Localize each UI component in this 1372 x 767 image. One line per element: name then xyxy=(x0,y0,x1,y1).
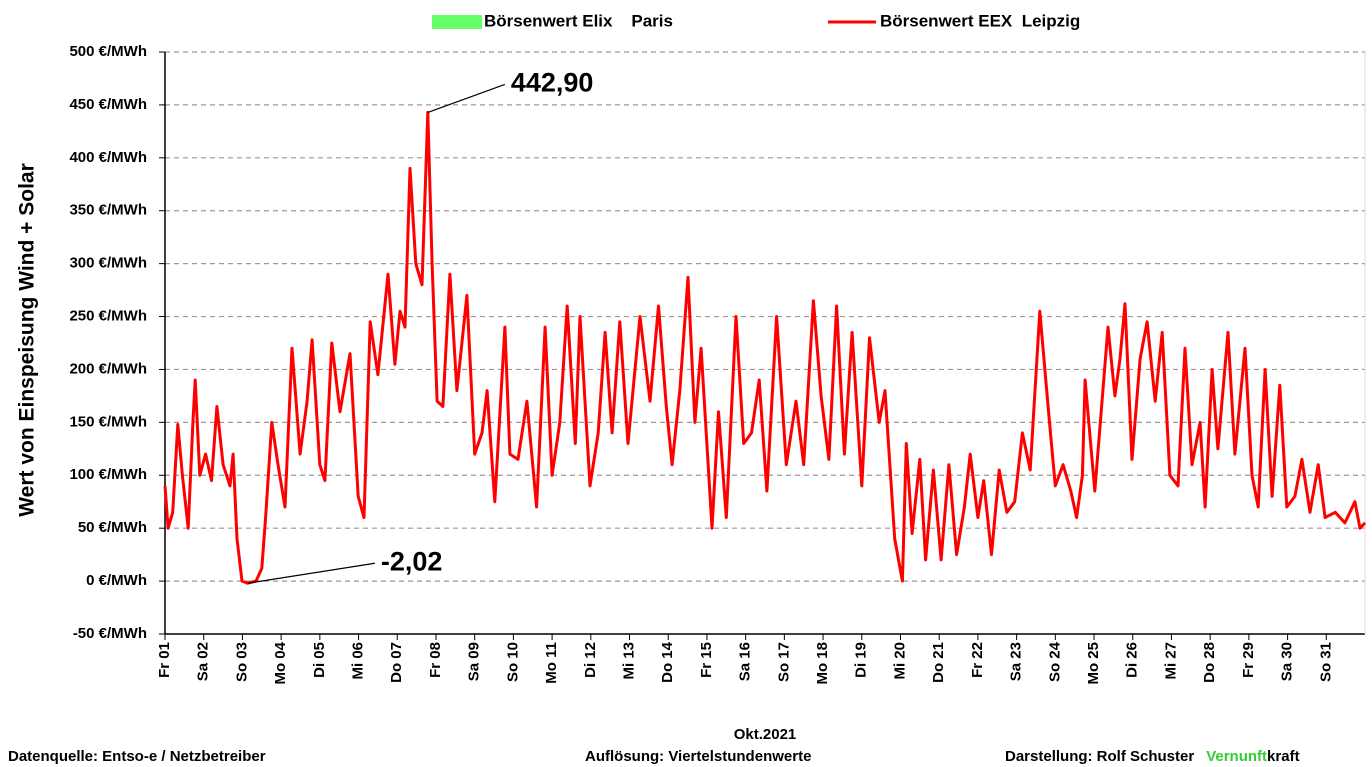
x-tick-label: Mo 18 xyxy=(814,642,831,685)
x-tick-label: Mo 11 xyxy=(543,642,560,684)
x-tick-label: Mi 27 xyxy=(1162,642,1179,680)
x-tick-label: So 17 xyxy=(775,642,792,682)
y-tick-label: 450 €/MWh xyxy=(69,96,147,113)
annotation-label: 442,90 xyxy=(511,68,594,98)
annotation-leader xyxy=(247,562,375,584)
legend-swatch xyxy=(432,15,482,29)
y-tick-label: 300 €/MWh xyxy=(69,255,147,272)
brand-part: kraft xyxy=(1267,748,1300,765)
x-tick-label: Mo 04 xyxy=(272,641,289,684)
x-tick-label: Do 21 xyxy=(930,642,947,683)
y-tick-label: 100 €/MWh xyxy=(69,466,147,483)
x-tick-label: Fr 15 xyxy=(698,642,715,678)
footer-source: Datenquelle: Entso-e / Netzbetreiber xyxy=(8,748,266,765)
footer-author: Darstellung: Rolf Schuster Vernunftkraft xyxy=(1005,748,1300,765)
y-tick-label: 400 €/MWh xyxy=(69,149,147,166)
x-tick-label: Sa 23 xyxy=(1008,642,1025,681)
y-axis-title: Wert von Einspeisung Wind + Solar xyxy=(16,163,39,517)
x-axis-title: Okt.2021 xyxy=(734,726,797,743)
y-tick-label: 0 €/MWh xyxy=(86,572,147,589)
x-tick-label: Mi 06 xyxy=(350,642,367,680)
annotation-label: -2,02 xyxy=(381,546,443,576)
author: Darstellung: Rolf Schuster xyxy=(1005,748,1194,765)
y-tick-label: 150 €/MWh xyxy=(69,413,147,430)
brand-part: Vernunft xyxy=(1206,748,1267,765)
x-tick-label: Sa 02 xyxy=(195,642,212,681)
x-tick-label: Fr 22 xyxy=(969,642,986,678)
x-tick-label: Sa 30 xyxy=(1279,642,1296,681)
y-tick-label: 250 €/MWh xyxy=(69,308,147,325)
x-tick-label: So 03 xyxy=(233,642,250,682)
x-tick-label: Mi 13 xyxy=(620,642,637,680)
legend-label: Börsenwert Elix Paris xyxy=(484,11,673,30)
x-tick-label: So 10 xyxy=(504,642,521,682)
footer-resolution: Auflösung: Viertelstundenwerte xyxy=(585,748,811,765)
x-tick-label: Di 05 xyxy=(311,642,328,678)
y-tick-label: -50 €/MWh xyxy=(73,625,147,642)
x-tick-label: Fr 29 xyxy=(1240,642,1257,678)
annotation-leader xyxy=(427,83,506,113)
x-tick-label: Do 28 xyxy=(1201,642,1218,683)
x-tick-label: Sa 16 xyxy=(737,642,754,681)
y-tick-label: 50 €/MWh xyxy=(78,519,147,536)
x-tick-label: Sa 09 xyxy=(466,642,483,681)
x-tick-label: Do 07 xyxy=(388,642,405,683)
x-tick-label: Di 19 xyxy=(853,642,870,678)
data-line xyxy=(163,110,1367,585)
x-tick-label: So 24 xyxy=(1046,641,1063,682)
x-tick-label: Fr 01 xyxy=(156,642,173,678)
x-tick-label: Di 26 xyxy=(1124,642,1141,678)
y-tick-label: 500 €/MWh xyxy=(69,43,147,60)
y-tick-label: 350 €/MWh xyxy=(69,202,147,219)
y-tick-label: 200 €/MWh xyxy=(69,360,147,377)
x-tick-label: Do 14 xyxy=(659,641,676,683)
x-tick-label: Mi 20 xyxy=(891,642,908,680)
legend-label: Börsenwert EEX Leipzig xyxy=(880,11,1080,30)
x-tick-label: Mo 25 xyxy=(1085,642,1102,685)
x-tick-label: Di 12 xyxy=(582,642,599,678)
x-tick-label: So 31 xyxy=(1317,642,1334,682)
x-tick-label: Fr 08 xyxy=(427,642,444,678)
